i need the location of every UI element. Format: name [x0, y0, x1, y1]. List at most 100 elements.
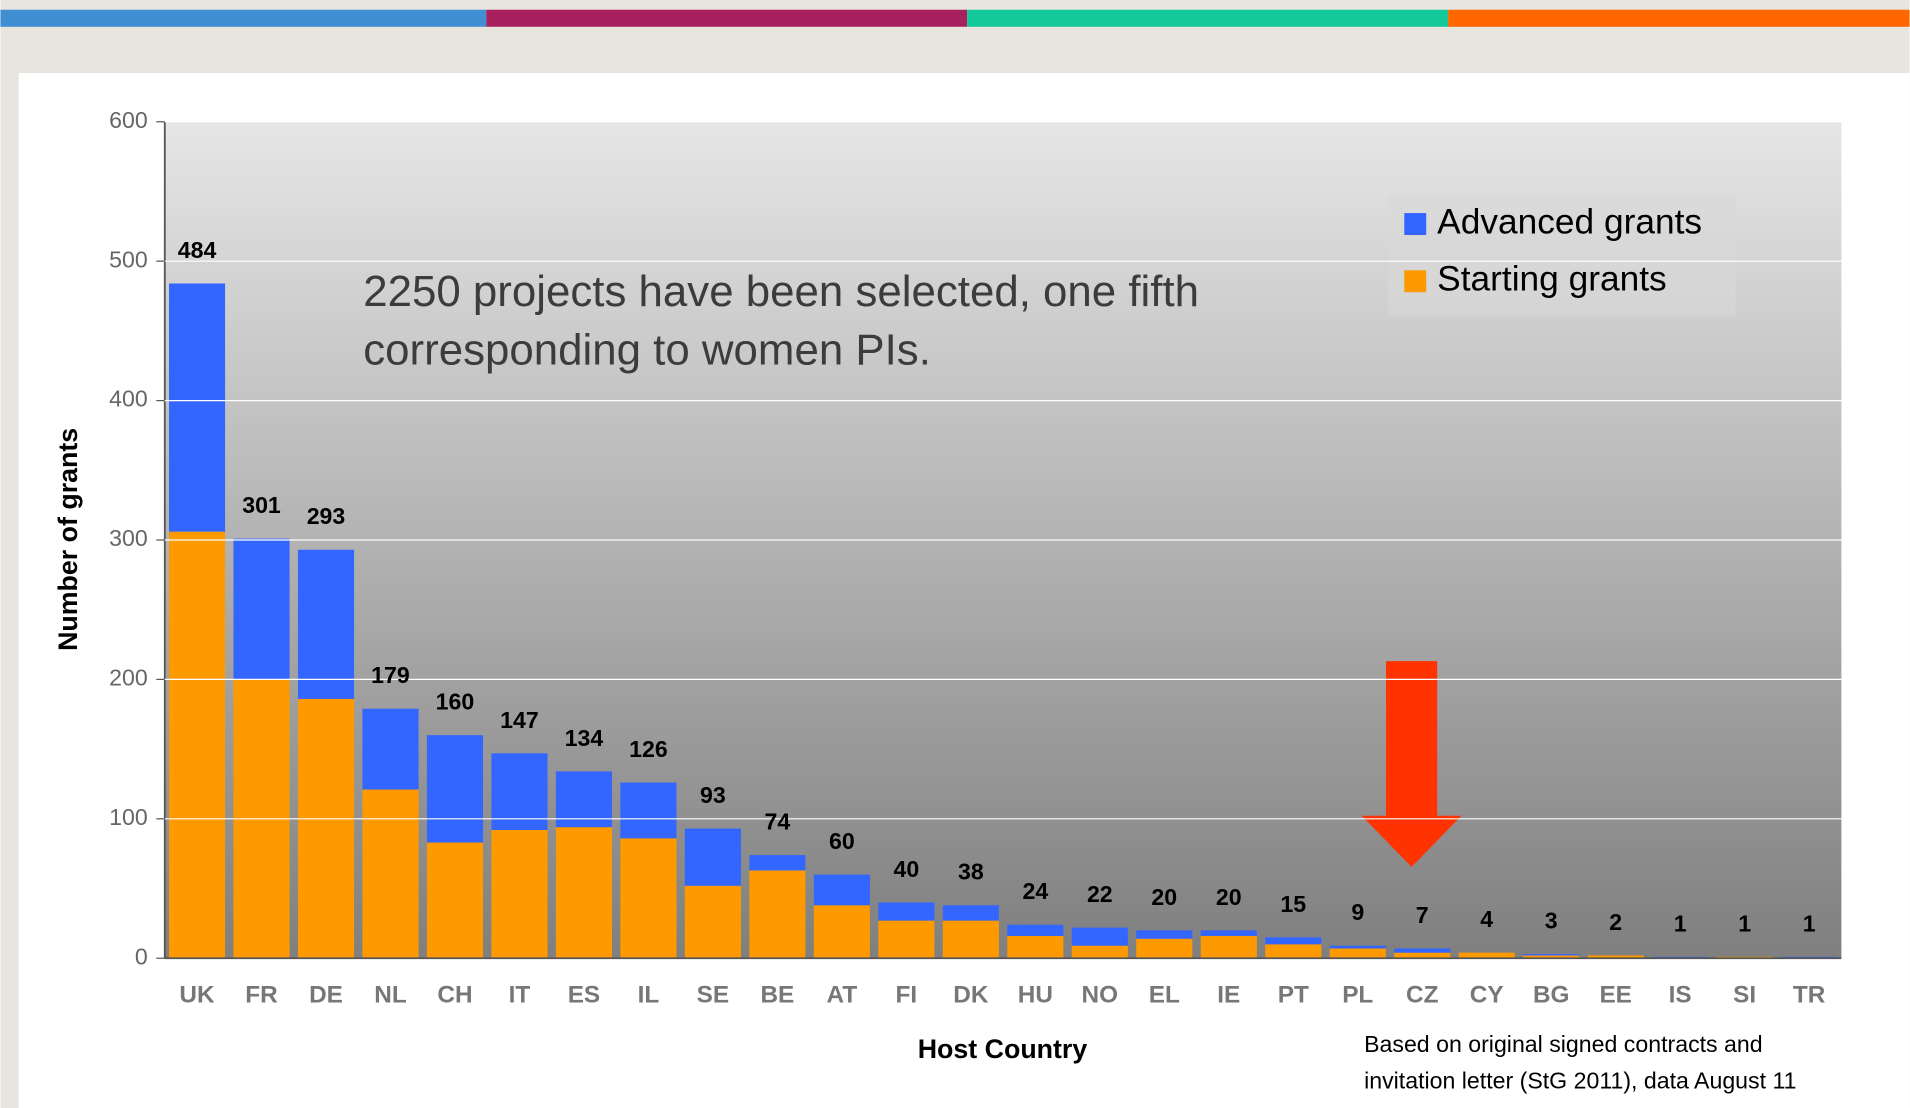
- y-tick-label: 200: [109, 665, 148, 691]
- bar-segment: [1523, 954, 1580, 956]
- bar-segment: [1136, 930, 1193, 939]
- total-label: 1: [1674, 910, 1687, 936]
- stripe: [486, 9, 968, 27]
- bar-segment: [942, 905, 999, 921]
- legend-swatch: [1404, 270, 1427, 293]
- annotation: corresponding to women PIs.: [363, 326, 931, 375]
- total-label: 179: [371, 662, 410, 688]
- x-tick-label: FI: [896, 981, 918, 1008]
- x-tick-label: TR: [1793, 981, 1826, 1008]
- y-tick-label: 500: [109, 246, 148, 272]
- x-tick-label: PT: [1278, 981, 1309, 1008]
- total-label: 484: [178, 237, 217, 263]
- x-tick-label: HU: [1018, 981, 1053, 1008]
- total-label: 1: [1803, 910, 1816, 936]
- total-label: 3: [1545, 908, 1558, 934]
- total-label: 301: [242, 492, 281, 518]
- total-label: 160: [436, 689, 475, 715]
- x-tick-label: NL: [374, 981, 407, 1008]
- y-tick-label: 400: [109, 386, 148, 412]
- bar-segment: [426, 735, 484, 843]
- x-tick-label: SI: [1733, 981, 1756, 1008]
- bar-segment: [1329, 945, 1386, 949]
- total-label: 40: [893, 856, 919, 882]
- x-tick-label: BG: [1533, 981, 1570, 1008]
- bar-segment: [1200, 935, 1257, 959]
- bar-segment: [1394, 952, 1451, 959]
- x-tick-label: CY: [1470, 981, 1504, 1008]
- legend-box: [1388, 194, 1736, 317]
- total-label: 4: [1480, 906, 1493, 932]
- x-tick-label: NO: [1082, 981, 1119, 1008]
- bar-segment: [1329, 948, 1386, 959]
- x-tick-label: PL: [1342, 981, 1373, 1008]
- bar-segment: [362, 708, 419, 790]
- x-tick-label: EL: [1149, 981, 1180, 1008]
- total-label: 7: [1416, 902, 1429, 928]
- bar-segment: [749, 870, 806, 959]
- x-tick-label: IL: [638, 981, 660, 1008]
- x-tick-label: DE: [309, 981, 343, 1008]
- total-label: 24: [1022, 878, 1048, 904]
- bar-segment: [1458, 952, 1515, 959]
- legend-label: Starting grants: [1437, 260, 1667, 299]
- bar-segment: [813, 874, 870, 906]
- total-label: 134: [565, 725, 604, 751]
- bar-segment: [491, 829, 548, 959]
- arrow: [1361, 661, 1462, 867]
- total-label: 15: [1280, 891, 1306, 917]
- bar-segment: [168, 283, 226, 532]
- x-tick-label: UK: [179, 981, 215, 1008]
- total-label: 60: [829, 828, 855, 854]
- x-tick-label: FR: [245, 981, 278, 1008]
- bar-segment: [942, 920, 999, 959]
- bar-segment: [1007, 924, 1064, 936]
- bar-segment: [168, 531, 226, 959]
- bar-segment: [1200, 930, 1257, 936]
- x-tick-label: CH: [437, 981, 472, 1008]
- bar-segment: [1523, 955, 1580, 959]
- total-label: 22: [1087, 881, 1113, 907]
- bar-segment: [426, 842, 484, 959]
- total-label: 38: [958, 859, 984, 885]
- total-label: 126: [629, 736, 668, 762]
- total-label: 2: [1609, 909, 1622, 935]
- bar-segment: [1071, 927, 1128, 946]
- bar-segment: [620, 838, 677, 959]
- bar-segment: [1265, 944, 1322, 959]
- bar-segment: [1587, 955, 1644, 959]
- x-axis-title: Host Country: [918, 1034, 1088, 1064]
- total-label: 293: [307, 503, 346, 529]
- bar-segment: [878, 920, 935, 959]
- total-label: 74: [765, 809, 791, 835]
- total-label: 20: [1216, 884, 1242, 910]
- stripe: [967, 9, 1449, 27]
- bar-segment: [813, 905, 870, 959]
- annotation: 2250 projects have been selected, one fi…: [363, 267, 1199, 316]
- legend-label: Advanced grants: [1437, 202, 1702, 241]
- stripe: [1448, 9, 1910, 27]
- x-tick-label: EE: [1599, 981, 1631, 1008]
- bar-segment: [1071, 945, 1128, 959]
- x-tick-label: BE: [760, 981, 794, 1008]
- bar-segment: [878, 902, 935, 921]
- bar-segment: [1007, 935, 1064, 959]
- x-tick-label: IT: [509, 981, 531, 1008]
- total-label: 20: [1151, 884, 1177, 910]
- x-tick-label: IS: [1669, 981, 1692, 1008]
- stripe: [0, 9, 487, 27]
- bar-segment: [491, 753, 548, 830]
- y-tick-label: 300: [109, 525, 148, 551]
- x-tick-label: CZ: [1406, 981, 1439, 1008]
- y-axis-title: Number of grants: [53, 428, 83, 651]
- bar-segment: [1136, 938, 1193, 959]
- bar-segment: [620, 782, 677, 839]
- x-tick-label: SE: [697, 981, 729, 1008]
- x-tick-label: AT: [827, 981, 858, 1008]
- bar-segment: [297, 698, 355, 959]
- bar-segment: [555, 827, 612, 959]
- bar-segment: [297, 549, 355, 699]
- y-tick-label: 100: [109, 804, 148, 830]
- x-tick-label: ES: [568, 981, 600, 1008]
